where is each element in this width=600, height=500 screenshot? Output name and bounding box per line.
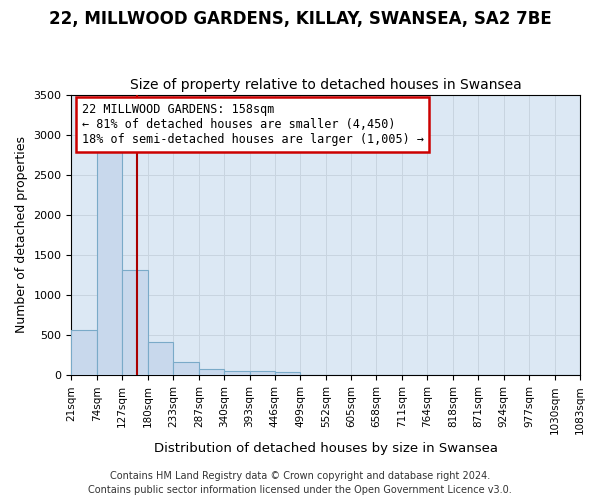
Bar [275, 372, 301, 376]
Title: Size of property relative to detached houses in Swansea: Size of property relative to detached ho… [130, 78, 521, 92]
Bar [122, 270, 148, 376]
X-axis label: Distribution of detached houses by size in Swansea: Distribution of detached houses by size … [154, 442, 498, 455]
Text: 22, MILLWOOD GARDENS, KILLAY, SWANSEA, SA2 7BE: 22, MILLWOOD GARDENS, KILLAY, SWANSEA, S… [49, 10, 551, 28]
Bar [148, 342, 173, 376]
Bar [199, 370, 224, 376]
Bar [173, 362, 199, 376]
Text: Contains HM Land Registry data © Crown copyright and database right 2024.
Contai: Contains HM Land Registry data © Crown c… [88, 471, 512, 495]
Y-axis label: Number of detached properties: Number of detached properties [15, 136, 28, 334]
Bar [250, 371, 275, 376]
Bar [97, 141, 122, 376]
Bar [71, 330, 97, 376]
Bar [224, 370, 250, 376]
Text: 22 MILLWOOD GARDENS: 158sqm
← 81% of detached houses are smaller (4,450)
18% of : 22 MILLWOOD GARDENS: 158sqm ← 81% of det… [82, 103, 424, 146]
